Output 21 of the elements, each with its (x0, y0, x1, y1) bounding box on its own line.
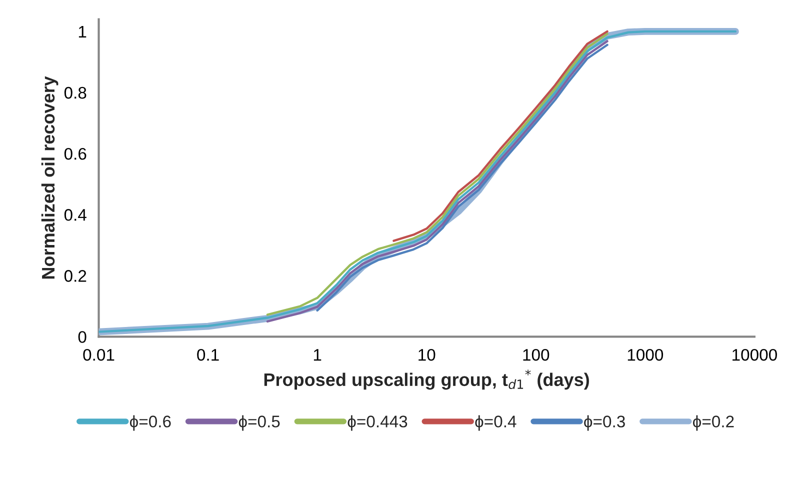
legend-label: ϕ=0.443 (348, 415, 408, 431)
x-tick-label: 10 (418, 348, 436, 361)
y-axis-title: Normalized oil recovery (41, 76, 58, 279)
y-tick-label: 0.2 (64, 270, 86, 282)
y-tick-label: 0.6 (64, 148, 86, 160)
legend-label: ϕ=0.3 (584, 415, 625, 431)
x-tick-label: 0.1 (197, 348, 219, 361)
y-tick-label: 0 (78, 331, 86, 343)
legend-label: ϕ=0.4 (475, 415, 516, 431)
x-tick-label: 1000 (628, 348, 664, 361)
x-tick-label: 100 (523, 348, 550, 361)
y-tick-label: 1 (78, 26, 86, 38)
legend-label: ϕ=0.2 (692, 415, 734, 431)
x-tick-label: 10000 (732, 348, 777, 361)
y-tick-label: 0.4 (64, 209, 86, 221)
x-tick-label: 1 (314, 349, 322, 361)
x-axis-title: Proposed upscaling group, t$_{d1}$$^{*}$ (days) (264, 370, 589, 390)
y-tick-label: 0.8 (64, 86, 86, 99)
legend-label: ϕ=0.6 (130, 415, 171, 431)
x-tick-label: 0.01 (83, 348, 114, 361)
legend-label: ϕ=0.5 (238, 415, 280, 431)
